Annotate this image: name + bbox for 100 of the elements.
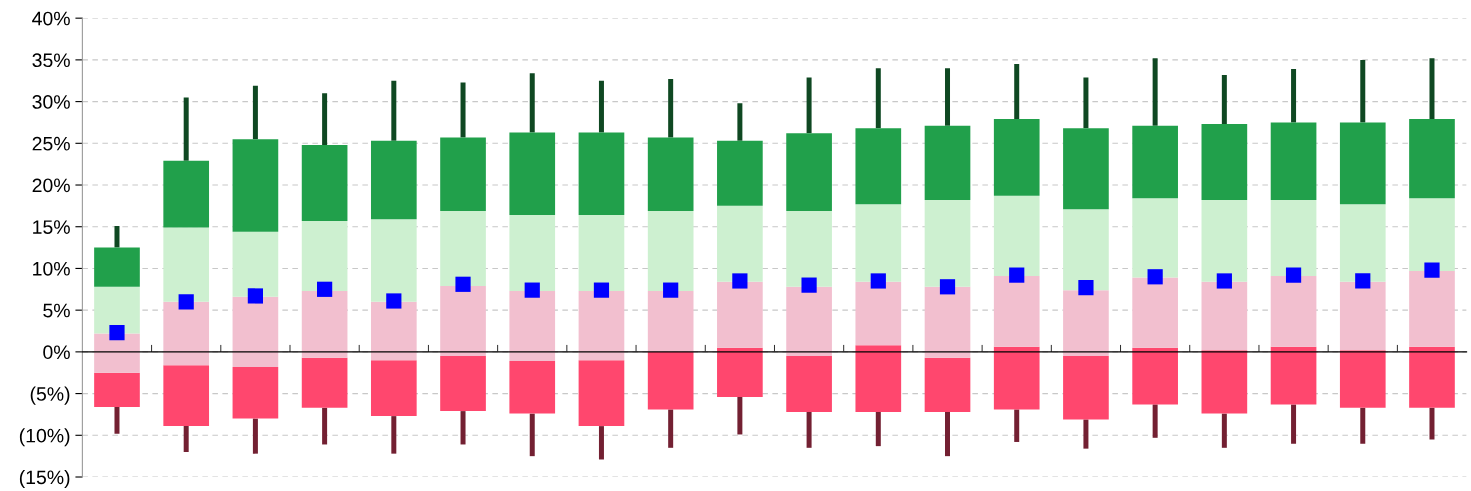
bar	[647, 290, 694, 352]
bar	[1132, 277, 1178, 348]
point	[801, 277, 817, 293]
bar	[1063, 209, 1109, 291]
bar	[440, 356, 486, 412]
bar	[924, 286, 971, 358]
bar	[301, 290, 348, 358]
bar	[509, 215, 556, 291]
bar	[786, 133, 832, 211]
bar	[232, 296, 279, 367]
point	[524, 282, 540, 298]
bar	[1409, 198, 1455, 271]
bar	[855, 281, 902, 346]
bar	[370, 140, 417, 220]
bar	[578, 360, 625, 427]
bar	[786, 356, 832, 412]
bar	[578, 215, 625, 291]
point	[1216, 273, 1232, 289]
bar	[440, 285, 486, 357]
bar	[1270, 346, 1317, 405]
y-tick-label: 15%	[33, 220, 70, 234]
y-tick-label: 25%	[32, 136, 70, 151]
y-tick-label: (5%)	[30, 386, 70, 405]
point	[663, 282, 679, 298]
bar	[924, 125, 971, 201]
bar	[578, 132, 625, 216]
y-tick-label: 40%	[32, 11, 70, 26]
bar	[924, 200, 971, 287]
bar	[1270, 200, 1317, 276]
bar	[163, 301, 210, 366]
bar	[1201, 350, 1248, 414]
bar	[509, 132, 556, 216]
bar	[1063, 128, 1109, 210]
bar	[717, 281, 763, 348]
bar	[1063, 290, 1109, 357]
point	[939, 279, 956, 295]
bar	[717, 347, 763, 397]
point	[386, 293, 402, 309]
bar	[440, 210, 486, 286]
bar	[370, 219, 417, 302]
bar	[993, 195, 1040, 276]
point	[1355, 273, 1371, 289]
bar	[647, 137, 694, 211]
bar	[717, 140, 763, 206]
point	[732, 273, 748, 289]
bar	[1063, 356, 1109, 420]
point	[1285, 267, 1302, 283]
bar	[232, 366, 279, 419]
point	[870, 273, 886, 289]
point	[178, 294, 194, 310]
bar	[993, 119, 1040, 196]
bar	[1132, 125, 1178, 199]
bar	[855, 204, 902, 282]
bar	[855, 345, 902, 412]
y-tick-label: 20%	[32, 178, 70, 193]
bar	[993, 346, 1040, 410]
bar	[232, 139, 279, 232]
point	[1424, 262, 1440, 278]
bar	[786, 286, 832, 357]
bar	[163, 227, 210, 302]
bar	[509, 361, 556, 414]
bar	[1201, 281, 1248, 351]
point	[109, 325, 125, 341]
bar	[1132, 347, 1178, 405]
y-tick-label: 35%	[32, 53, 70, 68]
bar	[94, 372, 140, 407]
bar	[1339, 204, 1386, 282]
y-tick-label: 0%	[43, 345, 70, 360]
bar	[440, 137, 486, 211]
bar	[1339, 281, 1386, 351]
bar	[786, 210, 832, 287]
bar	[1132, 198, 1178, 278]
bar	[1270, 275, 1317, 347]
bar	[232, 231, 279, 297]
bar	[94, 333, 140, 373]
bar	[924, 357, 971, 412]
point	[1078, 280, 1094, 296]
point	[1009, 267, 1025, 283]
bar	[301, 144, 348, 221]
bar	[301, 220, 348, 291]
bar	[509, 290, 556, 362]
bar	[1201, 124, 1248, 201]
bar	[163, 365, 210, 427]
bar	[578, 290, 625, 361]
bar	[1409, 346, 1455, 408]
bar	[370, 360, 417, 417]
bar	[163, 160, 210, 228]
y-tick-label: 10%	[33, 261, 70, 276]
bar	[301, 357, 348, 408]
point	[455, 276, 471, 292]
point	[1147, 269, 1163, 285]
y-tick-label: (10%)	[19, 428, 70, 447]
bar	[94, 247, 140, 287]
bar	[855, 128, 902, 205]
bar	[94, 286, 140, 334]
bar	[1409, 119, 1455, 199]
bar	[993, 275, 1040, 347]
point	[317, 281, 333, 297]
bar	[1409, 270, 1455, 347]
y-tick-label: 5%	[43, 303, 70, 318]
